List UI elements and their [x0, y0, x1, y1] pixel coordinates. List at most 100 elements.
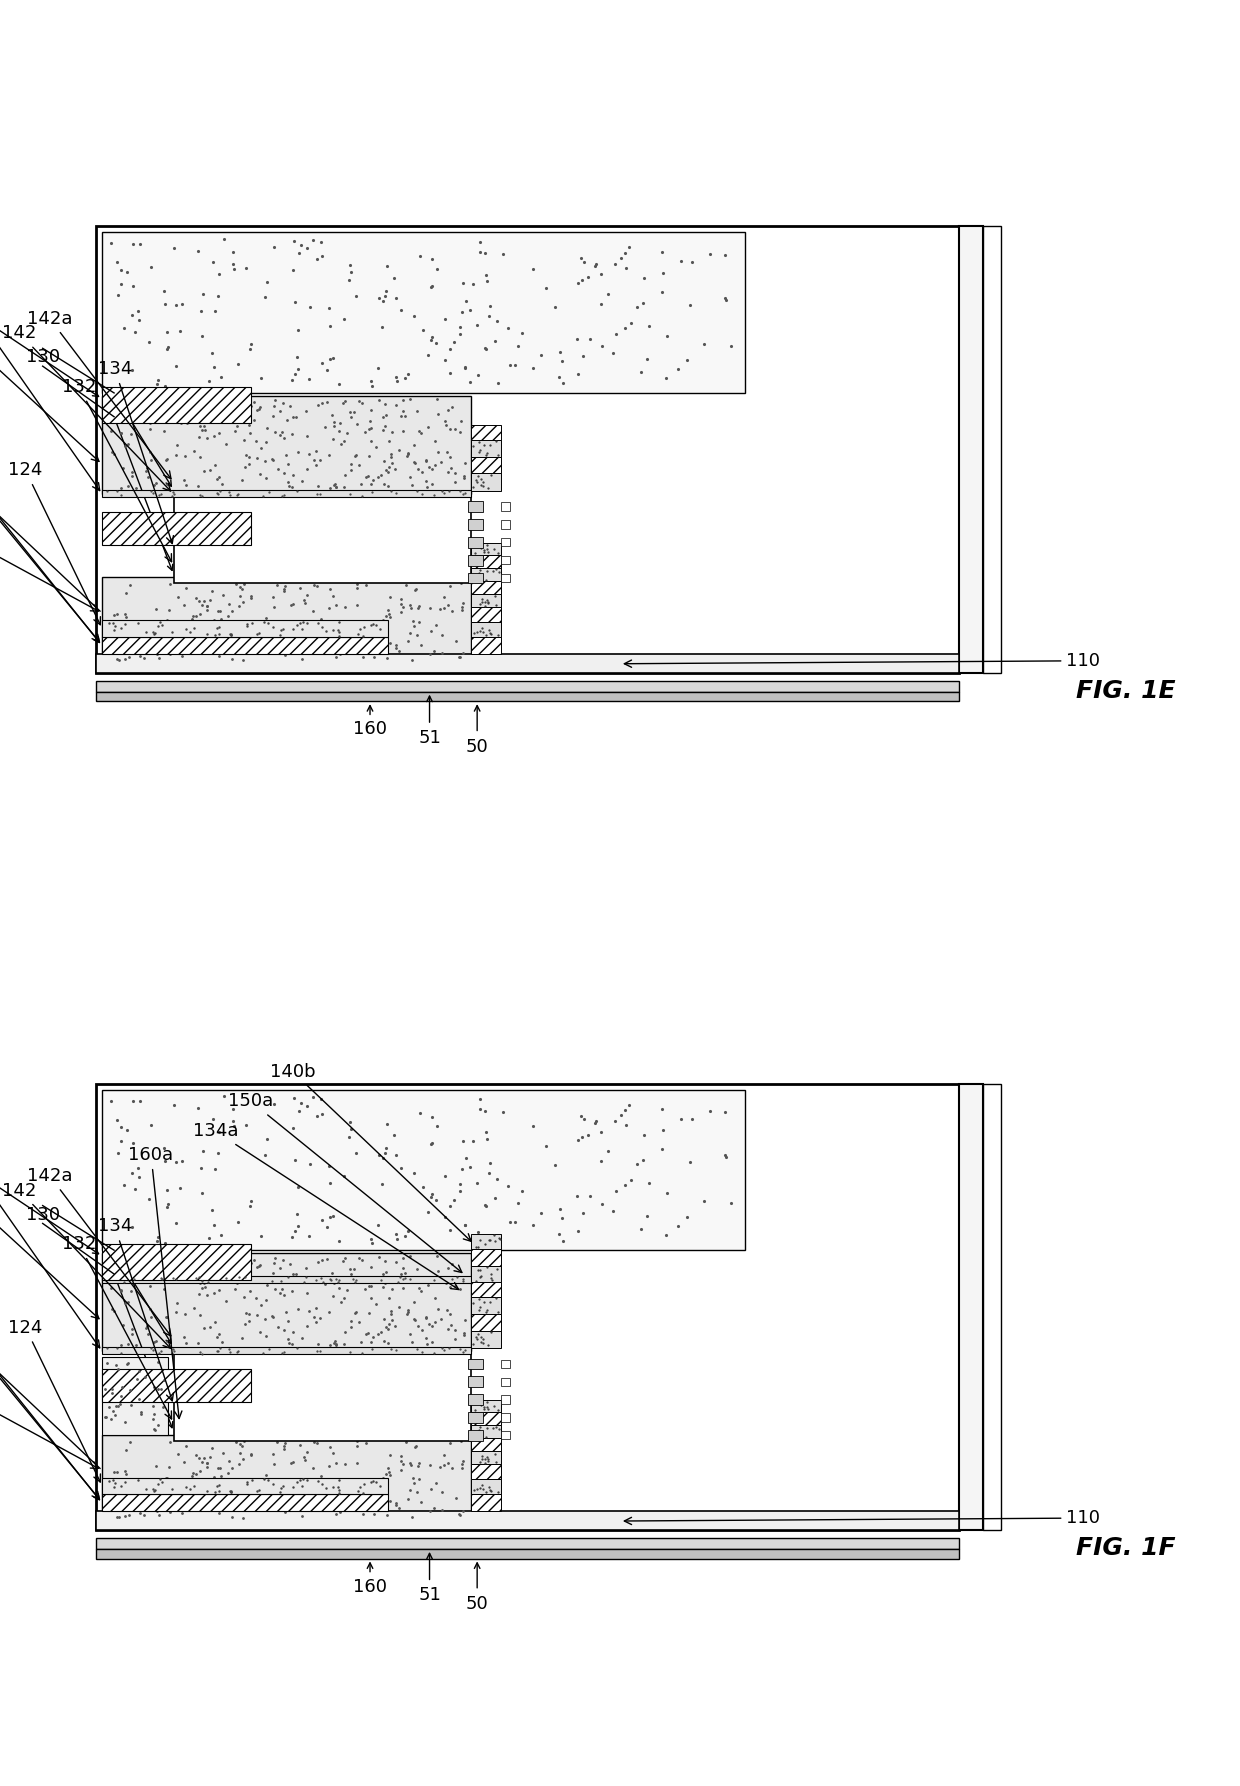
- Bar: [471, 1297, 501, 1314]
- Bar: [102, 388, 250, 423]
- Bar: [501, 502, 510, 511]
- Bar: [471, 555, 501, 568]
- Bar: [471, 1465, 501, 1479]
- Text: 142: 142: [2, 325, 171, 491]
- Bar: [501, 538, 510, 547]
- Bar: [471, 607, 501, 622]
- Bar: [960, 1084, 983, 1531]
- Bar: [469, 1359, 484, 1370]
- Bar: [102, 1275, 471, 1282]
- Bar: [97, 654, 960, 673]
- Text: 150: 150: [0, 1122, 99, 1348]
- Bar: [469, 555, 484, 566]
- Bar: [471, 595, 501, 607]
- Text: 124: 124: [9, 461, 100, 625]
- Bar: [501, 1377, 510, 1386]
- Bar: [501, 1359, 510, 1368]
- Text: 122: 122: [0, 1343, 99, 1498]
- Bar: [102, 1089, 745, 1250]
- Bar: [471, 1479, 501, 1495]
- Bar: [469, 502, 484, 513]
- Text: 110: 110: [624, 1509, 1100, 1527]
- Bar: [97, 691, 960, 702]
- Bar: [471, 1314, 501, 1331]
- Bar: [471, 1282, 501, 1297]
- Bar: [471, 568, 501, 580]
- Bar: [102, 638, 388, 654]
- Bar: [471, 622, 501, 638]
- Bar: [469, 538, 484, 548]
- Text: 140a: 140a: [0, 336, 99, 461]
- Text: 130: 130: [26, 348, 60, 366]
- Bar: [469, 1395, 484, 1406]
- Text: 130: 130: [26, 1206, 60, 1223]
- Bar: [102, 489, 471, 497]
- Bar: [102, 1434, 471, 1523]
- Bar: [471, 439, 501, 457]
- Bar: [102, 620, 388, 638]
- Text: 110: 110: [624, 652, 1100, 670]
- Bar: [102, 1254, 471, 1352]
- Bar: [471, 543, 501, 555]
- Bar: [469, 1431, 484, 1441]
- Bar: [102, 513, 250, 545]
- Text: 160a: 160a: [129, 1147, 182, 1418]
- Bar: [983, 227, 1001, 673]
- Bar: [102, 1477, 388, 1495]
- Bar: [471, 1425, 501, 1438]
- Text: 50: 50: [466, 1595, 489, 1613]
- Text: FIG. 1E: FIG. 1E: [1076, 679, 1176, 702]
- Bar: [97, 1511, 960, 1531]
- Text: 132: 132: [62, 1236, 171, 1420]
- Text: 142: 142: [2, 1182, 171, 1348]
- Bar: [501, 555, 510, 564]
- Bar: [469, 1413, 484, 1423]
- Bar: [102, 232, 745, 393]
- Text: 150a: 150a: [228, 1093, 461, 1272]
- Bar: [97, 227, 960, 673]
- Bar: [102, 1347, 471, 1354]
- Bar: [471, 1234, 501, 1248]
- Bar: [471, 1248, 501, 1266]
- Text: 132: 132: [62, 379, 171, 563]
- Text: 50: 50: [466, 738, 489, 755]
- Bar: [471, 1400, 501, 1413]
- Text: 124: 124: [9, 1318, 100, 1482]
- Bar: [174, 1354, 471, 1441]
- Bar: [97, 1538, 960, 1548]
- Bar: [469, 520, 484, 530]
- Bar: [102, 577, 471, 666]
- Bar: [471, 1438, 501, 1452]
- Text: FIG. 1F: FIG. 1F: [1076, 1536, 1176, 1559]
- Bar: [97, 1548, 960, 1559]
- Bar: [471, 457, 501, 473]
- Bar: [960, 227, 983, 673]
- Bar: [469, 573, 484, 584]
- Bar: [501, 1431, 510, 1440]
- Bar: [174, 497, 471, 584]
- Text: 134a: 134a: [192, 1122, 459, 1289]
- Bar: [501, 573, 510, 582]
- Bar: [471, 1413, 501, 1425]
- Bar: [471, 473, 501, 491]
- Text: 140a: 140a: [0, 1193, 99, 1318]
- Bar: [102, 1370, 250, 1402]
- Bar: [97, 680, 960, 691]
- Text: 134: 134: [98, 1218, 174, 1400]
- Text: 51: 51: [418, 729, 441, 747]
- Text: 51: 51: [418, 1586, 441, 1604]
- Text: 140b: 140b: [270, 1063, 471, 1241]
- Bar: [102, 1357, 167, 1434]
- Bar: [102, 1245, 250, 1281]
- Text: 142a: 142a: [27, 1166, 171, 1336]
- Bar: [471, 580, 501, 595]
- Bar: [102, 1495, 388, 1511]
- Bar: [471, 1266, 501, 1282]
- Bar: [471, 1452, 501, 1465]
- Text: 134: 134: [98, 361, 174, 543]
- Bar: [102, 396, 471, 495]
- Bar: [471, 425, 501, 439]
- Bar: [97, 1084, 960, 1531]
- Text: 112: 112: [0, 527, 98, 611]
- Bar: [471, 1495, 501, 1511]
